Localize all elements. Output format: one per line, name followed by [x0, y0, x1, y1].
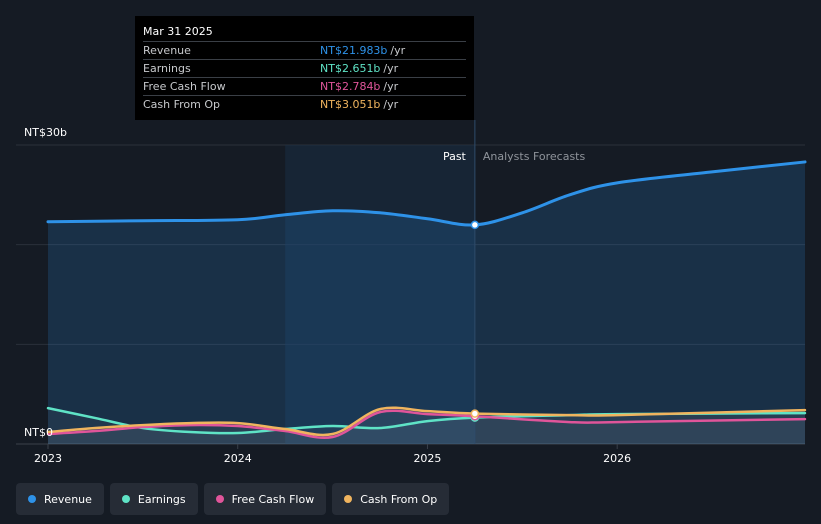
tooltip-unit: /yr [390, 44, 406, 57]
tooltip-row-free-cash-flow: Free Cash Flow NT$2.784b /yr [143, 77, 466, 95]
data-tooltip: Mar 31 2025 Revenue NT$21.983b /yr Earni… [135, 16, 474, 120]
legend-item-revenue[interactable]: Revenue [16, 483, 104, 515]
tooltip-label: Earnings [143, 62, 191, 75]
forecast-label: Analysts Forecasts [483, 150, 586, 163]
past-label: Past [443, 150, 467, 163]
y-axis-top-label: NT$30b [24, 126, 67, 139]
tooltip-label: Cash From Op [143, 98, 221, 111]
tooltip-label: Free Cash Flow [143, 80, 226, 93]
legend-label: Earnings [137, 492, 186, 506]
revenue-marker [470, 220, 480, 230]
chart-legend: Revenue Earnings Free Cash Flow Cash Fro… [16, 483, 450, 515]
tooltip-unit: /yr [383, 62, 399, 75]
revenue-dot-icon [28, 495, 36, 503]
legend-label: Free Cash Flow [231, 492, 315, 506]
x-axis-ticks: 2023 2024 2025 2026 [34, 444, 631, 465]
tooltip-unit: /yr [383, 98, 399, 111]
legend-item-cash-from-op[interactable]: Cash From Op [332, 483, 450, 515]
cash-from-op-dot-icon [344, 495, 353, 503]
revenue-line [46, 160, 807, 227]
x-tick-label: 2026 [603, 452, 631, 465]
tooltip-date: Mar 31 2025 [143, 25, 213, 38]
free-cash-flow-line [46, 409, 807, 439]
tooltip-value: NT$2.784b [320, 80, 381, 93]
tooltip-value: NT$3.051b [320, 98, 381, 111]
tooltip-label: Revenue [143, 44, 191, 57]
cash-from-op-marker [470, 409, 480, 418]
legend-item-free-cash-flow[interactable]: Free Cash Flow [203, 483, 327, 515]
x-tick-label: 2023 [34, 452, 62, 465]
legend-label: Cash From Op [360, 492, 438, 506]
tooltip-value: NT$2.651b [320, 62, 381, 75]
legend-label: Revenue [44, 492, 92, 506]
revenue-area [48, 161, 805, 444]
x-tick-label: 2024 [224, 452, 252, 465]
tooltip-row-earnings: Earnings NT$2.651b /yr [143, 59, 466, 77]
tooltip-row-revenue: Revenue NT$21.983b /yr [143, 41, 466, 59]
series-markers [470, 220, 480, 422]
tooltip-row-cash-from-op: Cash From Op NT$3.051b /yr [143, 95, 466, 113]
legend-item-earnings[interactable]: Earnings [109, 483, 198, 515]
free-cash-flow-dot-icon [215, 495, 224, 503]
x-tick-label: 2025 [413, 452, 441, 465]
tooltip-unit: /yr [383, 80, 399, 93]
past-region-highlight [285, 145, 475, 444]
line-chart: NT$30b NT$0 Past Analysts Forecasts 2023… [16, 120, 807, 465]
y-axis-bottom-label: NT$0 [24, 426, 53, 439]
area-fills [48, 161, 805, 444]
series-lines [46, 160, 807, 439]
earnings-dot-icon [121, 495, 130, 503]
cash-from-op-line [46, 406, 807, 437]
tooltip-value: NT$21.983b [320, 44, 388, 57]
